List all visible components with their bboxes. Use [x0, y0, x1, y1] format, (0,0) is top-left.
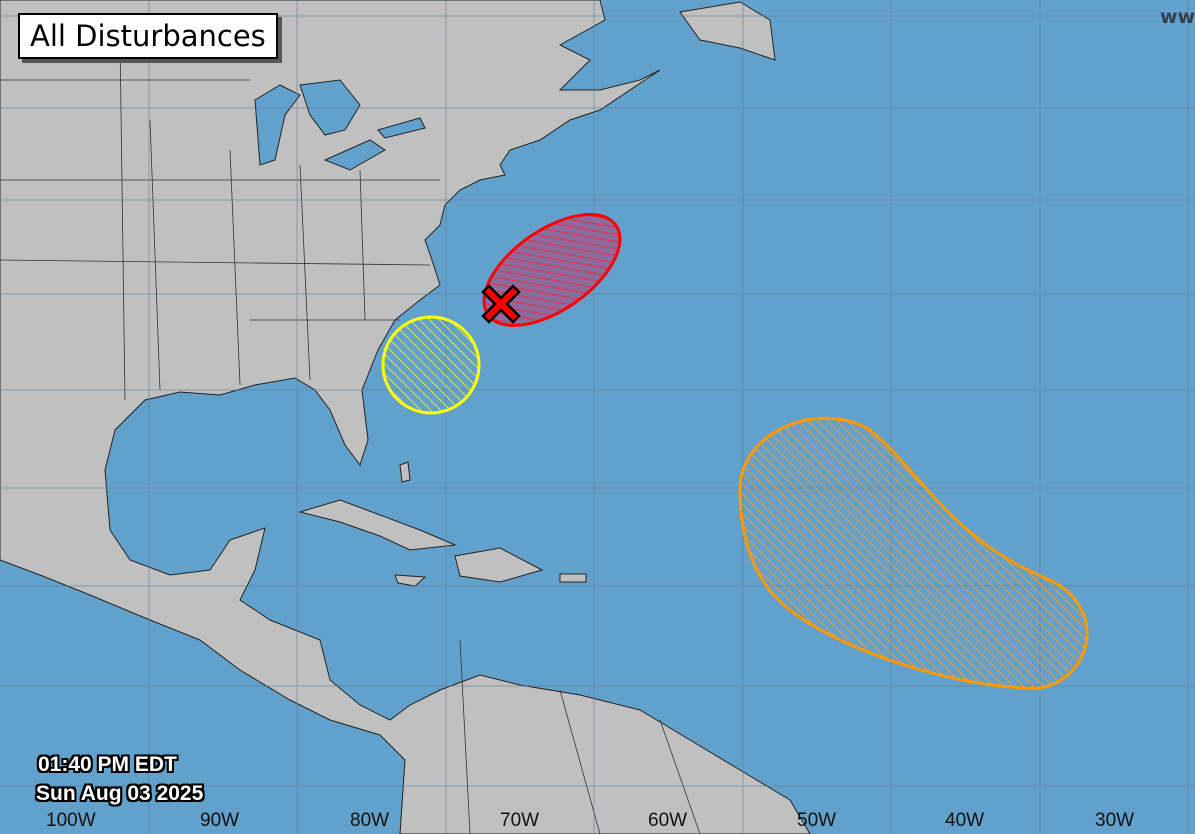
jamaica: [394, 574, 427, 587]
disturbance-high[interactable]: [465, 192, 639, 347]
x-icon: [481, 284, 521, 324]
hispaniola: [454, 547, 544, 583]
disturbance-low[interactable]: [381, 315, 481, 415]
bahamas: [399, 461, 411, 483]
cuba: [298, 499, 457, 551]
north-central-america: [0, 0, 811, 834]
puerto-rico: [559, 573, 587, 583]
lon-label: 50W: [797, 810, 837, 831]
newfoundland: [679, 1, 776, 61]
state-borders: [0, 39, 701, 834]
timestamp-time: 01:40 PM EDT: [38, 753, 177, 776]
watermark: ww: [1160, 6, 1195, 28]
lakes: [254, 79, 426, 171]
lon-label: 100W: [46, 810, 96, 831]
lon-label: 60W: [648, 810, 688, 831]
map-title: All Disturbances: [18, 13, 278, 59]
lon-label: 70W: [500, 810, 540, 831]
lon-label: 80W: [350, 810, 390, 831]
lon-label: 30W: [1095, 810, 1135, 831]
lon-label: 90W: [200, 810, 240, 831]
lon-label: 40W: [945, 810, 985, 831]
disturbance-medium[interactable]: [738, 416, 1089, 690]
timestamp-date: Sun Aug 03 2025: [36, 782, 204, 805]
